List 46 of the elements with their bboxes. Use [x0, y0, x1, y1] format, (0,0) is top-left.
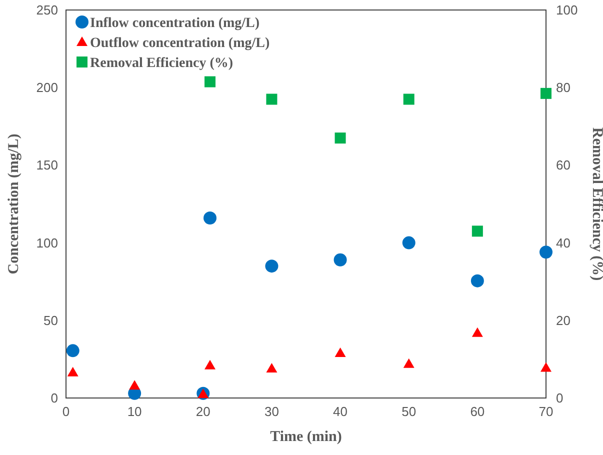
x-tick-label: 30: [264, 404, 279, 419]
x-tick-label: 50: [402, 404, 416, 419]
y-tick-label: 150: [36, 158, 58, 173]
point: [472, 327, 483, 337]
point: [540, 246, 552, 259]
point: [402, 236, 416, 250]
x-axis-title: Time (min): [270, 429, 342, 445]
point: [265, 260, 278, 273]
point: [204, 76, 216, 88]
point: [204, 211, 216, 224]
y2-tick-label: 80: [556, 80, 570, 96]
y-axis-title: Concentration (mg/L): [6, 134, 22, 274]
point: [334, 253, 347, 266]
x-tick-label: 60: [470, 404, 485, 419]
point: [472, 226, 483, 237]
y2-tick-label: 100: [556, 2, 578, 18]
y-tick-label: 100: [36, 235, 58, 250]
y2-tick-label: 60: [556, 158, 570, 173]
y2-tick-label: 20: [556, 312, 570, 328]
y2-tick-label: 40: [556, 235, 570, 250]
x-tick-label: 70: [538, 404, 554, 419]
point: [540, 362, 552, 372]
point: [470, 274, 484, 288]
point: [266, 363, 278, 373]
legend-label: Inflow concentration (mg/L): [90, 16, 260, 31]
point: [129, 380, 140, 390]
legend-label: Outflow concentration (mg/L): [90, 36, 270, 51]
x-tick-label: 10: [127, 404, 142, 419]
point: [540, 88, 552, 99]
point: [66, 344, 80, 358]
point: [204, 360, 216, 370]
point: [266, 94, 278, 105]
point: [334, 347, 346, 357]
y-tick-label: 250: [36, 2, 58, 18]
y2-tick-label: 0: [556, 390, 564, 406]
point: [403, 358, 414, 368]
y-tick-label: 0: [50, 390, 58, 406]
y-tick-label: 200: [36, 80, 58, 96]
point: [67, 366, 78, 376]
point: [403, 94, 414, 105]
x-tick-label: 0: [62, 404, 70, 419]
y-tick-label: 50: [44, 312, 58, 328]
point: [334, 132, 346, 144]
x-tick-label: 40: [333, 404, 348, 419]
x-tick-label: 20: [196, 404, 210, 419]
legend-label: Removal Efficiency (%): [90, 56, 234, 71]
